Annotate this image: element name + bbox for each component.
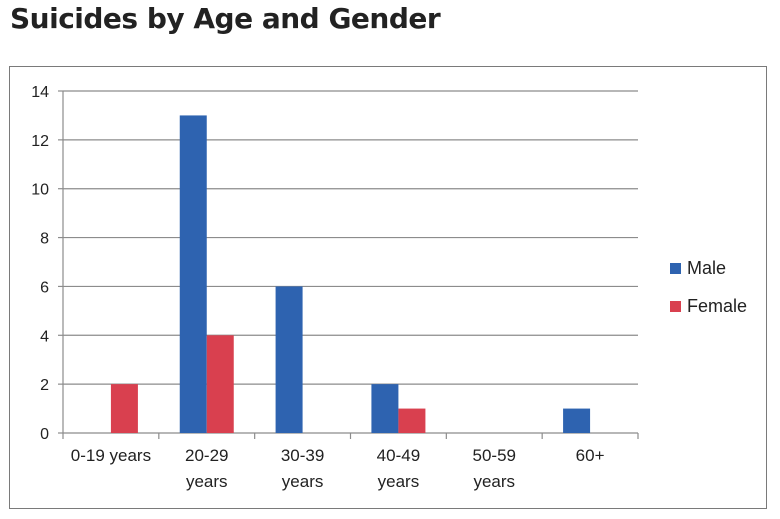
y-tick-label: 10 [31, 182, 49, 199]
x-category-label: years [378, 472, 420, 491]
y-tick-label: 12 [31, 133, 49, 150]
bar-female [110, 384, 138, 433]
x-category-label: 30-39 [281, 446, 324, 465]
x-category-label: years [282, 472, 324, 491]
bar-male [179, 115, 207, 433]
x-category-label: 0-19 years [71, 446, 151, 465]
x-category-label: 60+ [576, 446, 605, 465]
y-tick-label: 8 [40, 231, 49, 248]
chart-frame: 0 2 4 6 8 10 12 14 0-19 years 20-29 years 30-39 year… [9, 66, 767, 509]
y-tick-label: 6 [40, 279, 49, 296]
legend-label-female: Female [687, 296, 747, 316]
bar-female [206, 335, 234, 433]
legend-swatch-female [670, 301, 681, 312]
bar-male [371, 384, 399, 433]
y-tick-label: 4 [40, 328, 49, 345]
bar-male [275, 286, 303, 433]
x-category-label: years [186, 472, 228, 491]
y-tick-label: 14 [31, 84, 49, 101]
x-category-label: 50-59 [473, 446, 516, 465]
bar-female [398, 408, 426, 433]
bar-chart: 0 2 4 6 8 10 12 14 0-19 years 20-29 years 30-39 year… [31, 84, 747, 491]
y-tick-label: 0 [40, 426, 49, 443]
x-category-label: years [473, 472, 515, 491]
y-tick-label: 2 [40, 377, 49, 394]
legend-swatch-male [670, 263, 681, 274]
legend-label-male: Male [687, 258, 726, 278]
bar-male [563, 408, 591, 433]
x-category-label: 20-29 [185, 446, 228, 465]
x-category-label: 40-49 [377, 446, 420, 465]
page-title: Suicides by Age and Gender [10, 2, 441, 35]
